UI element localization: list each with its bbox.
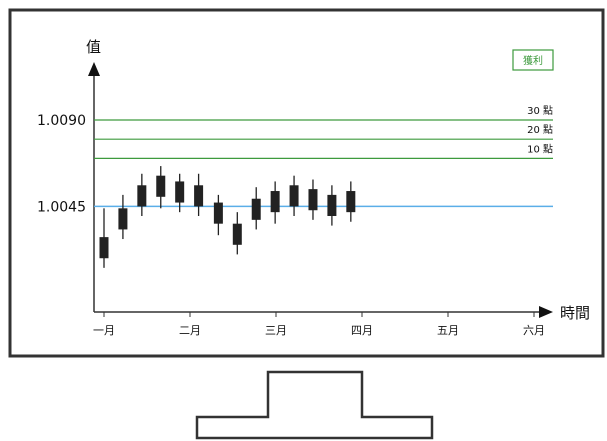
candle-body xyxy=(213,202,223,224)
y-axis-title: 值 xyxy=(86,38,101,56)
x-tick-label: 一月 xyxy=(93,324,115,337)
candle-body xyxy=(308,189,318,211)
x-tick-label: 六月 xyxy=(523,324,545,337)
candle-body xyxy=(194,185,204,207)
y-tick-label: 1.0090 xyxy=(37,113,86,129)
target-level-label: 30 點 xyxy=(527,104,553,117)
candle-body xyxy=(251,198,261,220)
y-axis-arrow xyxy=(88,62,100,76)
candle-body xyxy=(327,194,337,216)
candle-body xyxy=(118,208,128,230)
target-box-label: 獲利 xyxy=(523,54,543,67)
candle-body xyxy=(137,185,147,207)
x-tick-label: 五月 xyxy=(437,324,459,337)
x-tick-label: 二月 xyxy=(179,324,201,337)
candle-body xyxy=(289,185,299,207)
target-level-label: 10 點 xyxy=(527,142,553,155)
monitor-screen-frame xyxy=(8,8,605,358)
candle-body xyxy=(99,237,109,259)
x-tick-label: 四月 xyxy=(351,324,373,337)
target-box-frame xyxy=(512,49,554,71)
candle-body xyxy=(346,191,356,213)
x-axis-title: 時間 xyxy=(560,304,590,322)
candle-body xyxy=(270,191,280,213)
monitor-stand xyxy=(195,370,434,440)
x-axis-arrow xyxy=(539,306,553,318)
candle-body xyxy=(175,181,185,203)
x-tick-label: 三月 xyxy=(265,324,287,337)
target-level-label: 20 點 xyxy=(527,123,553,136)
candle-body xyxy=(156,175,166,197)
y-tick-label: 1.0045 xyxy=(37,199,86,215)
candle-body xyxy=(232,223,242,245)
